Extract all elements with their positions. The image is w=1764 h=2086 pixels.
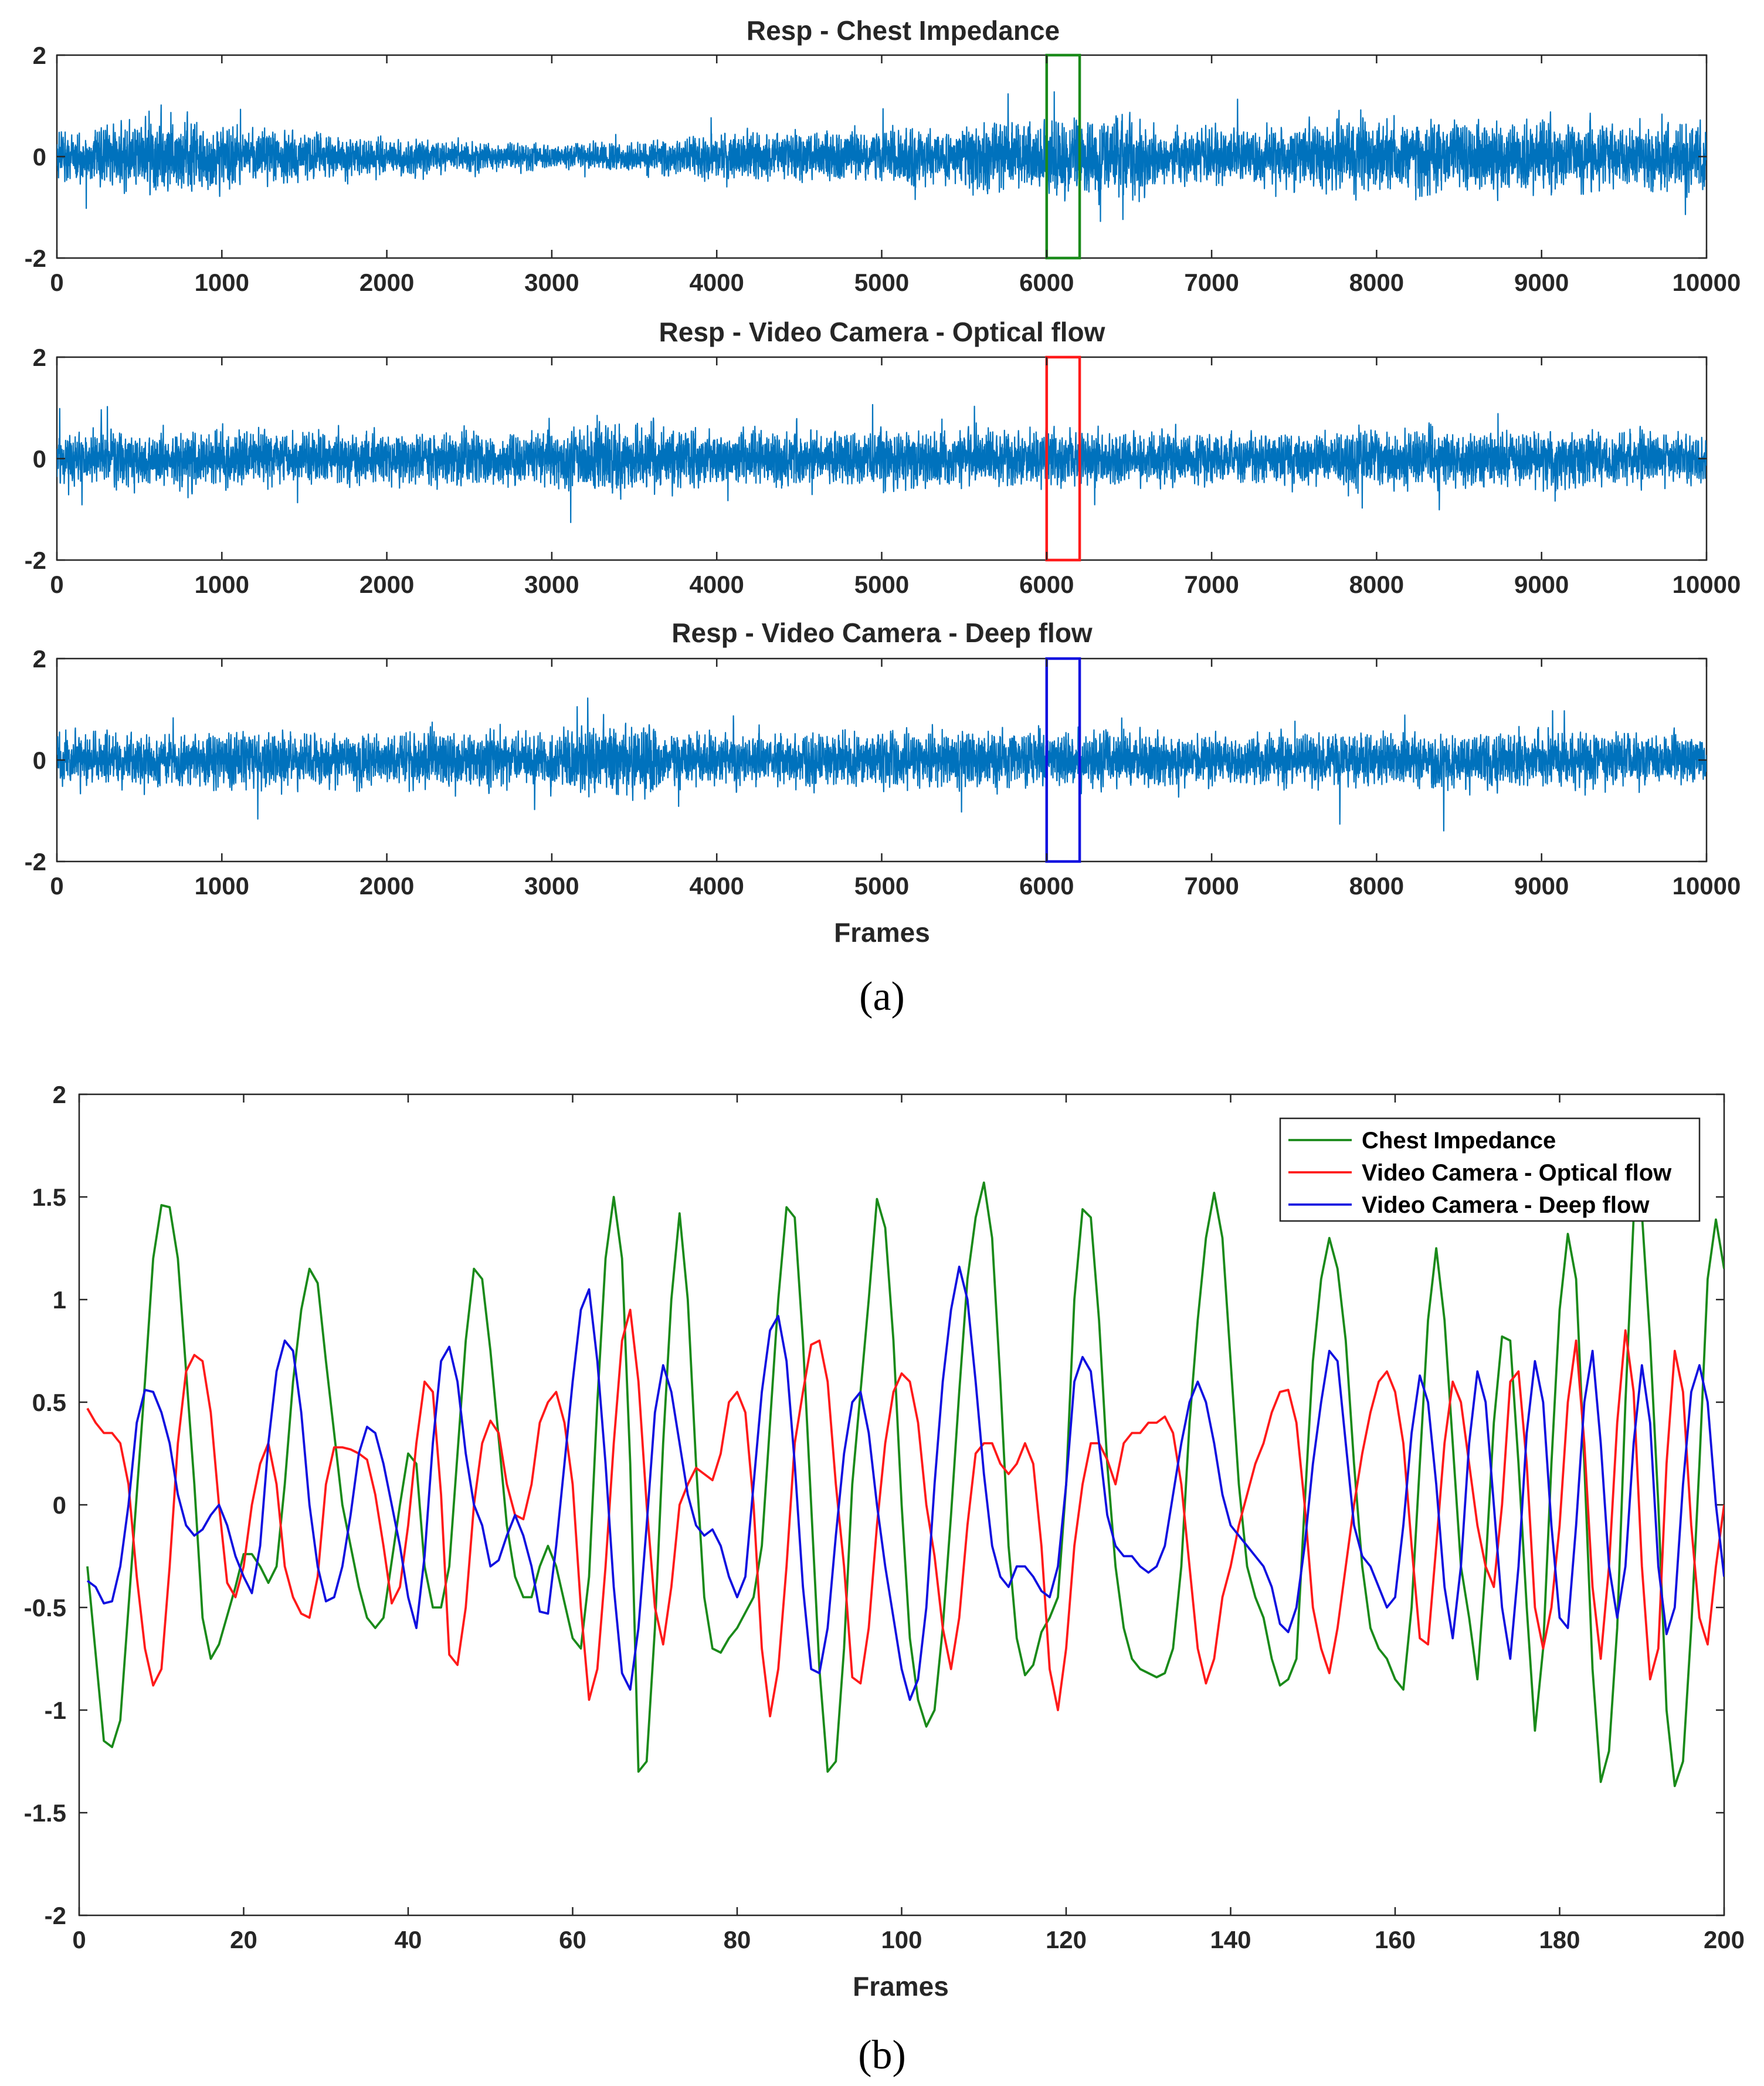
x-tick-label: 4000 [689,269,744,296]
y-tick-label: 0 [33,445,46,473]
legend-label-chest-impedance: Chest Impedance [1362,1128,1556,1154]
x-tick-label: 6000 [1019,269,1074,296]
x-tick-label: 2000 [359,571,414,598]
y-tick-label: -2 [25,245,46,272]
legend: Chest Impedance Video Camera - Optical f… [1279,1117,1701,1222]
x-tick-label: 3000 [524,571,579,598]
x-tick-label: 2000 [359,269,414,296]
series-line-chest-impedance [86,1181,1724,1787]
x-tick-label: 10000 [1673,571,1741,598]
panel-a1-signal-line [57,91,1707,222]
x-tick-label: 1000 [195,571,249,598]
x-tick-label: 140 [1210,1926,1251,1953]
caption-b: (b) [858,2033,906,2078]
y-tick-label: 0 [33,747,46,774]
x-tick-label: 0 [50,571,63,598]
y-tick-label: 0.5 [32,1389,66,1416]
series-line-optical-flow [86,1308,1724,1718]
x-tick-label: 9000 [1514,269,1569,296]
y-tick-label: -0.5 [24,1594,66,1622]
x-tick-label: 7000 [1184,269,1239,296]
x-tick-label: 3000 [524,269,579,296]
y-tick-label: -1.5 [24,1799,66,1827]
x-tick-label: 40 [395,1926,422,1953]
y-tick-label: -2 [25,848,46,876]
x-tick-label: 80 [724,1926,751,1953]
x-tick-label: 4000 [689,571,744,598]
x-tick-label: 1000 [195,872,249,900]
y-tick-label: 0 [33,143,46,171]
panel-a3-x-axis-label: Frames [834,917,930,948]
x-tick-label: 1000 [195,269,249,296]
x-tick-label: 5000 [854,571,909,598]
y-tick-label: 1 [53,1286,66,1314]
x-tick-label: 160 [1375,1926,1416,1953]
panel-optical-flow: Resp - Video Camera - Optical flow 0 1000… [25,317,1741,598]
x-tick-label: 0 [50,269,63,296]
panel-a2-signal-line [57,403,1707,523]
x-tick-label: 8000 [1349,571,1404,598]
caption-a: (a) [859,974,905,1019]
y-tick-label: -2 [45,1902,66,1929]
x-tick-label: 9000 [1514,872,1569,900]
y-tick-label: -1 [45,1697,66,1724]
panel-zoomed-comparison: 0 20 40 60 80 100 120 140 160 180 200-2-1.5-1-0.50… [24,1081,1745,2002]
x-tick-label: 200 [1704,1926,1745,1953]
y-tick-label: 2 [33,42,46,69]
x-tick-label: 7000 [1184,872,1239,900]
x-tick-label: 100 [881,1926,922,1953]
x-tick-label: 120 [1046,1926,1087,1953]
x-tick-label: 7000 [1184,571,1239,598]
y-tick-label: 1.5 [32,1183,66,1211]
panel-a1-highlight-box [1045,53,1081,260]
x-tick-label: 180 [1539,1926,1580,1953]
panel-a1-ticks: 0 1000 2000 3000 4000 5000 6000 7000 8000 9000 100… [25,42,1741,296]
panel-a3-signal-line [57,697,1707,832]
panel-a2-ticks: 0 1000 2000 3000 4000 5000 6000 7000 8000 9000 100… [25,344,1741,598]
series-line-deep-flow [86,1266,1724,1701]
panel-a2-title: Resp - Video Camera - Optical flow [659,317,1105,347]
x-tick-label: 10000 [1673,269,1741,296]
x-tick-label: 6000 [1019,872,1074,900]
panel-deep-flow: Resp - Video Camera - Deep flow 0 1000 200… [25,618,1741,948]
y-tick-label: 0 [53,1491,66,1519]
panel-a3-title: Resp - Video Camera - Deep flow [671,618,1093,648]
x-tick-label: 10000 [1673,872,1741,900]
legend-label-deep-flow: Video Camera - Deep flow [1362,1192,1650,1218]
panel-b-x-axis-label: Frames [853,1971,949,2002]
panel-a2-highlight-box [1045,355,1081,562]
x-tick-label: 2000 [359,872,414,900]
panel-a3-ticks: 0 1000 2000 3000 4000 5000 6000 7000 8000 9000 100… [25,645,1741,900]
x-tick-label: 0 [72,1926,86,1953]
x-tick-label: 5000 [854,872,909,900]
y-tick-label: 2 [53,1081,66,1108]
x-tick-label: 4000 [689,872,744,900]
x-tick-label: 3000 [524,872,579,900]
x-tick-label: 8000 [1349,872,1404,900]
y-tick-label: 2 [33,344,46,371]
panel-a3-highlight-box [1045,657,1081,863]
x-tick-label: 5000 [854,269,909,296]
panel-b-ticks: 0 20 40 60 80 100 120 140 160 180 200-2-1.5-1-0.50… [24,1081,1745,1953]
panel-chest-impedance: Resp - Chest Impedance 0 1000 2000 3000 4000… [25,15,1741,296]
x-tick-label: 0 [50,872,63,900]
y-tick-label: -2 [25,547,46,574]
x-tick-label: 60 [559,1926,586,1953]
legend-label-optical-flow: Video Camera - Optical flow [1362,1160,1672,1186]
x-tick-label: 20 [230,1926,257,1953]
x-tick-label: 8000 [1349,269,1404,296]
x-tick-label: 6000 [1019,571,1074,598]
panel-a1-title: Resp - Chest Impedance [747,15,1060,46]
y-tick-label: 2 [33,645,46,673]
x-tick-label: 9000 [1514,571,1569,598]
